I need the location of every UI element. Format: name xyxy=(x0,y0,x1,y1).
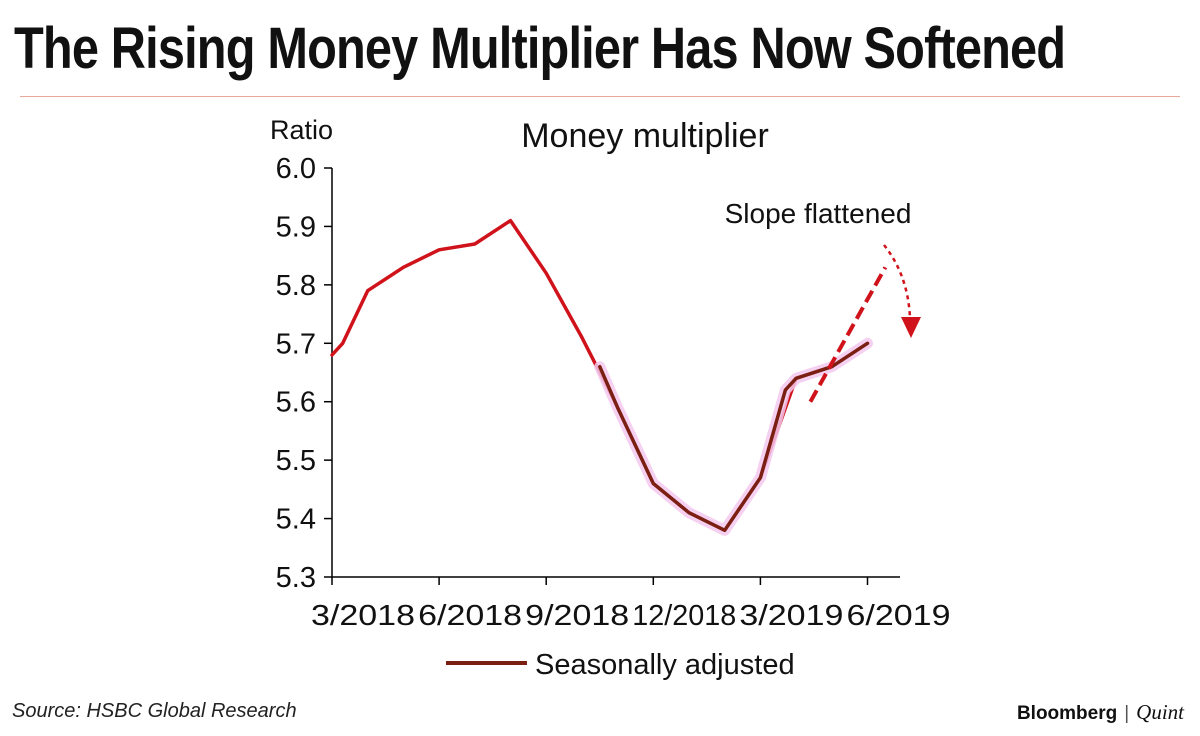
x-tick-label: 9/2018 xyxy=(525,600,629,632)
x-tick-label: 6/2018 xyxy=(418,600,522,632)
source-note: Source: HSBC Global Research xyxy=(12,700,297,722)
series-glow-seasonally-adjusted xyxy=(594,337,873,536)
y-tick-label: 6.0 xyxy=(276,153,316,185)
series-layer xyxy=(330,218,888,536)
legend-label: Seasonally adjusted xyxy=(535,649,795,681)
annotation-text: Slope flattened xyxy=(725,198,912,229)
y-tick-label: 5.3 xyxy=(276,562,316,594)
brand-sub: Quint xyxy=(1136,700,1184,724)
annotation: Slope flattened xyxy=(725,198,921,338)
legend: Seasonally adjusted xyxy=(446,649,795,681)
brand-separator: | xyxy=(1124,703,1130,724)
y-tick-label: 5.6 xyxy=(276,387,316,419)
y-tick-label: 5.7 xyxy=(276,328,316,360)
y-tick-label: 5.8 xyxy=(276,270,316,302)
chart-title: Money multiplier xyxy=(521,117,769,155)
y-tick-label: 5.5 xyxy=(276,445,316,477)
y-tick-label: 5.9 xyxy=(276,211,316,243)
title-divider xyxy=(20,96,1180,97)
annotation-arrowhead xyxy=(901,317,921,338)
brand-name: Bloomberg xyxy=(1016,703,1118,724)
y-tick-label: 5.4 xyxy=(276,504,316,536)
x-tick-label: 12/2018 xyxy=(632,600,736,632)
brand-logo: Bloomberg | Quint xyxy=(1017,700,1184,725)
y-axis-label: Ratio xyxy=(270,115,333,145)
y-axis: 5.3 5.4 5.5 5.6 5.7 5.8 5.9 6.0 xyxy=(276,153,333,594)
headline: The Rising Money Multiplier Has Now Soft… xyxy=(14,16,1066,81)
x-axis: 3/2018 6/2018 9/2018 12/2018 3/2019 6/2019 xyxy=(311,576,951,632)
annotation-curved-arrow xyxy=(883,244,912,319)
trend-dashed-line xyxy=(808,266,888,403)
x-tick-label: 3/2018 xyxy=(311,600,415,632)
series-line-seasonally-adjusted xyxy=(598,341,870,533)
x-tick-label: 6/2019 xyxy=(847,600,951,632)
money-multiplier-chart: Money multiplier Ratio 5.35.45.55.65.75.… xyxy=(270,115,951,681)
x-tick-label: 3/2019 xyxy=(739,600,843,632)
